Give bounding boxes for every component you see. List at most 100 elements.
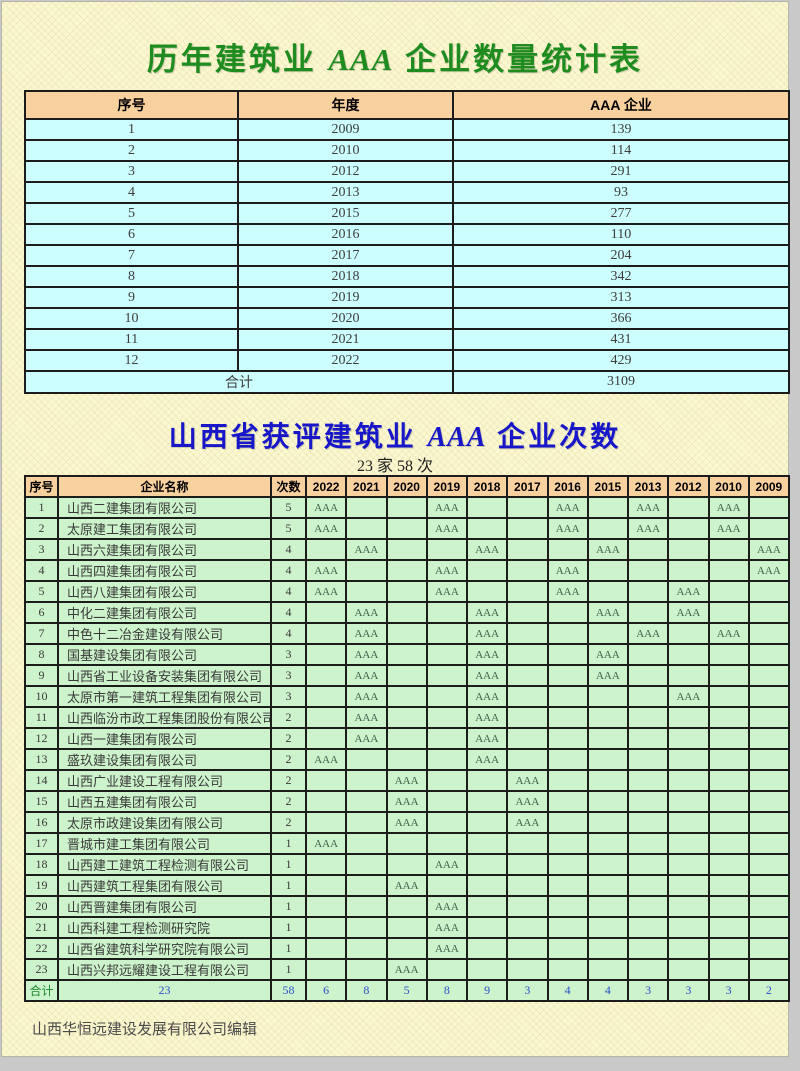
company-name-cell: 太原市第一建筑工程集团有限公司 bbox=[57, 685, 272, 708]
row-number-cell: 8 bbox=[24, 265, 239, 288]
empty-cell bbox=[667, 706, 710, 729]
aaa-mark-cell: AAA bbox=[304, 496, 348, 519]
empty-cell bbox=[304, 538, 348, 561]
company-name-cell: 山西一建集团有限公司 bbox=[57, 727, 272, 750]
aaa-mark-cell: AAA bbox=[586, 643, 630, 666]
table2-header-year: 2019 bbox=[425, 475, 469, 498]
table2-header-year: 2022 bbox=[304, 475, 348, 498]
year-cell: 2018 bbox=[237, 265, 454, 288]
times-count-cell: 4 bbox=[270, 580, 307, 603]
empty-cell bbox=[465, 517, 509, 540]
empty-cell bbox=[345, 874, 388, 897]
empty-cell bbox=[586, 517, 630, 540]
row-number-cell: 11 bbox=[24, 328, 239, 351]
table1-row: 8 2018 342 bbox=[24, 265, 790, 288]
empty-cell bbox=[506, 853, 549, 876]
aaa-mark-cell: AAA bbox=[465, 664, 509, 687]
empty-cell bbox=[304, 706, 348, 729]
count-cell: 139 bbox=[452, 118, 790, 141]
company-name-cell: 山西建工建筑工程检测有限公司 bbox=[57, 853, 272, 876]
year-total-cell: 3 bbox=[667, 979, 710, 1002]
empty-cell bbox=[707, 643, 750, 666]
empty-cell bbox=[707, 685, 750, 708]
empty-cell bbox=[546, 727, 589, 750]
empty-cell bbox=[586, 559, 630, 582]
table1-total-row: 合计 3109 bbox=[24, 370, 790, 394]
row-number-cell: 20 bbox=[24, 895, 59, 918]
row-number-cell: 1 bbox=[24, 496, 59, 519]
empty-cell bbox=[465, 811, 509, 834]
row-number-cell: 10 bbox=[24, 685, 59, 708]
empty-cell bbox=[304, 811, 348, 834]
aaa-mark-cell: AAA bbox=[304, 580, 348, 603]
aaa-mark-cell: AAA bbox=[667, 685, 710, 708]
empty-cell bbox=[506, 685, 549, 708]
aaa-mark-cell: AAA bbox=[345, 601, 388, 624]
empty-cell bbox=[465, 853, 509, 876]
empty-cell bbox=[667, 769, 710, 792]
empty-cell bbox=[747, 874, 791, 897]
table1-header-row: 序号 年度 AAA 企业 bbox=[24, 90, 790, 120]
table1-row: 6 2016 110 bbox=[24, 223, 790, 246]
company-name-cell: 山西八建集团有限公司 bbox=[57, 580, 272, 603]
table2-header-year: 2013 bbox=[626, 475, 670, 498]
empty-cell bbox=[506, 517, 549, 540]
empty-cell bbox=[747, 643, 791, 666]
empty-cell bbox=[747, 811, 791, 834]
year-cell: 2017 bbox=[237, 244, 454, 267]
company-name-cell: 中色十二冶金建设有限公司 bbox=[57, 622, 272, 645]
empty-cell bbox=[626, 706, 670, 729]
empty-cell bbox=[546, 958, 589, 981]
empty-cell bbox=[345, 958, 388, 981]
empty-cell bbox=[626, 769, 670, 792]
table2-row: 12 山西一建集团有限公司 2 AAA AAA bbox=[24, 727, 791, 750]
empty-cell bbox=[626, 853, 670, 876]
empty-cell bbox=[546, 832, 589, 855]
count-cell: 114 bbox=[452, 139, 790, 162]
aaa-mark-cell: AAA bbox=[465, 727, 509, 750]
empty-cell bbox=[345, 748, 388, 771]
times-count-cell: 2 bbox=[270, 769, 307, 792]
empty-cell bbox=[707, 559, 750, 582]
row-number-cell: 9 bbox=[24, 664, 59, 687]
aaa-mark-cell: AAA bbox=[425, 916, 469, 939]
year-total-cell: 4 bbox=[546, 979, 589, 1002]
empty-cell bbox=[747, 664, 791, 687]
table2-header-year: 2021 bbox=[345, 475, 388, 498]
empty-cell bbox=[465, 559, 509, 582]
empty-cell bbox=[667, 496, 710, 519]
empty-cell bbox=[506, 727, 549, 750]
times-count-cell: 4 bbox=[270, 538, 307, 561]
empty-cell bbox=[304, 937, 348, 960]
table2-header-year: 2012 bbox=[667, 475, 710, 498]
empty-cell bbox=[506, 643, 549, 666]
company-name-cell: 山西晋建集团有限公司 bbox=[57, 895, 272, 918]
table2-row: 22 山西省建筑科学研究院有限公司 1 AAA bbox=[24, 937, 791, 960]
title1-prefix: 历年建筑业 bbox=[146, 42, 317, 77]
empty-cell bbox=[506, 958, 549, 981]
empty-cell bbox=[385, 853, 428, 876]
empty-cell bbox=[385, 517, 428, 540]
empty-cell bbox=[747, 895, 791, 918]
row-number-cell: 14 bbox=[24, 769, 59, 792]
empty-cell bbox=[385, 727, 428, 750]
table2-body: 1 山西二建集团有限公司 5 AAA AAA AAA AAA AAA 2 太原建工集团有限公司 5 A… bbox=[24, 496, 791, 981]
empty-cell bbox=[586, 874, 630, 897]
empty-cell bbox=[385, 916, 428, 939]
empty-cell bbox=[747, 517, 791, 540]
table2-header-year: 2017 bbox=[506, 475, 549, 498]
empty-cell bbox=[747, 790, 791, 813]
row-number-cell: 2 bbox=[24, 139, 239, 162]
empty-cell bbox=[546, 874, 589, 897]
aaa-mark-cell: AAA bbox=[425, 895, 469, 918]
yearly-aaa-count-table: 序号 年度 AAA 企业 1 2009 139 2 2010 114 3 2012 291 4 20… bbox=[24, 90, 790, 394]
empty-cell bbox=[707, 811, 750, 834]
table2-count-total: 58 bbox=[270, 979, 307, 1002]
table2-row: 8 国基建设集团有限公司 3 AAA AAA AAA bbox=[24, 643, 791, 666]
empty-cell bbox=[747, 601, 791, 624]
aaa-mark-cell: AAA bbox=[304, 832, 348, 855]
empty-cell bbox=[747, 496, 791, 519]
empty-cell bbox=[465, 916, 509, 939]
company-name-cell: 山西科建工程检测研究院 bbox=[57, 916, 272, 939]
history-table-title: 历年建筑业 AAA 企业数量统计表 bbox=[2, 34, 788, 79]
